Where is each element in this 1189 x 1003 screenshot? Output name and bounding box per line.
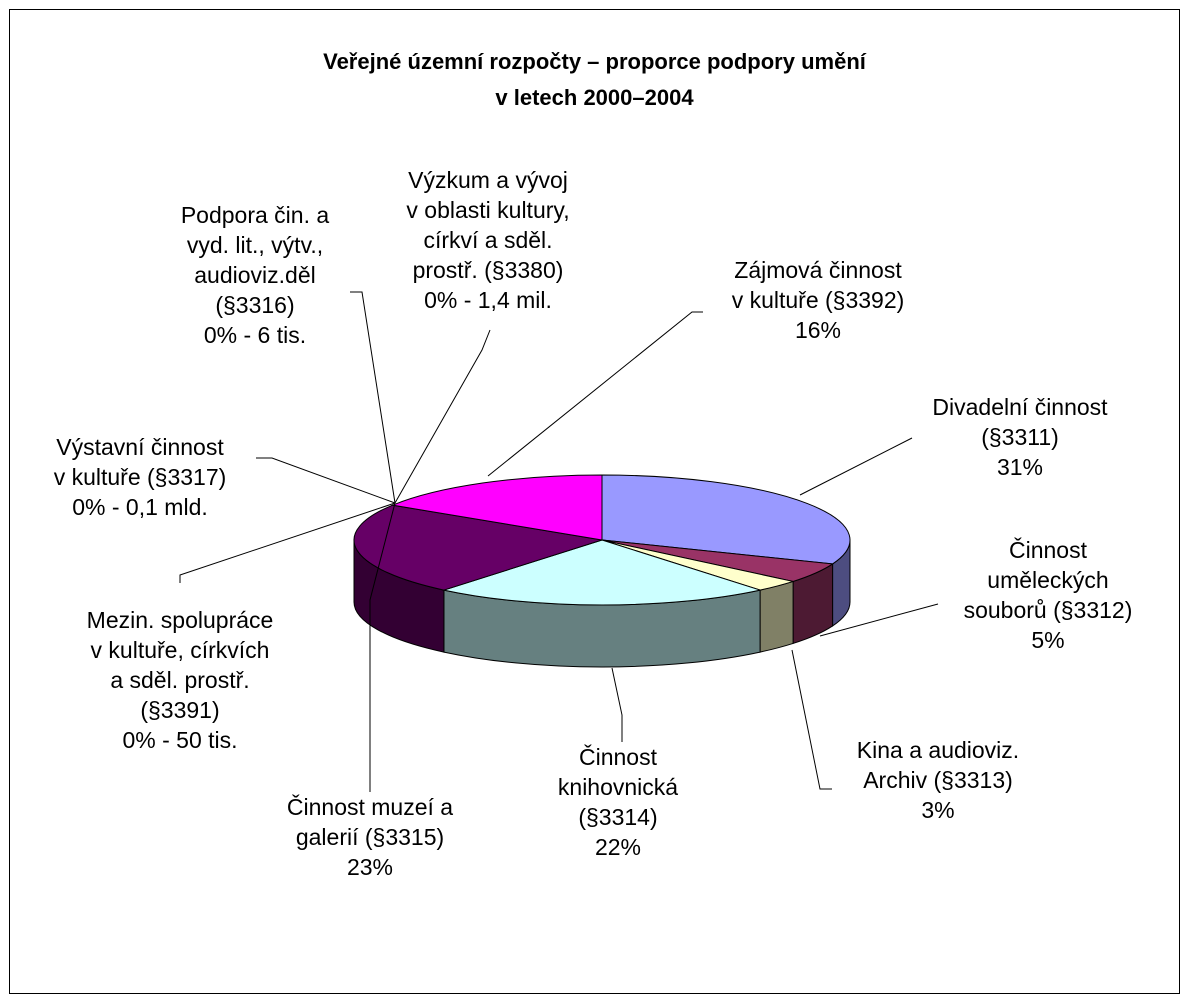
pie-slice xyxy=(353,504,603,591)
slice-label: Výzkum a vývoj v oblasti kultury, církví… xyxy=(328,165,648,315)
category-label: Výzkum a vývoj v oblasti kultury, církví… xyxy=(406,167,570,283)
leader-line xyxy=(350,291,396,504)
slice-label: Činnost knihovnická (§3314) 22% xyxy=(458,742,778,862)
slice-label: Činnost uměleckých souborů (§3312) 5% xyxy=(888,535,1189,655)
slice-label: Výstavní činnost v kultuře (§3317) 0% - 0… xyxy=(0,432,300,522)
leader-line xyxy=(819,603,939,637)
category-label: Divadelní činnost (§3311) xyxy=(932,394,1108,450)
leader-line xyxy=(799,437,913,496)
value-label: 31% xyxy=(996,454,1044,480)
value-label: 22% xyxy=(594,834,642,860)
leader-line xyxy=(256,457,396,504)
value-label: 0% - 0,1 mld. xyxy=(72,494,208,520)
category-label: Kina a audioviz. Archiv (§3313) xyxy=(856,737,1020,793)
chart-title: Veřejné územní rozpočty – proporce podpo… xyxy=(323,49,866,110)
slice-label: Podpora čin. a vyd. lit., výtv., audiovi… xyxy=(95,200,415,350)
category-label: Činnost uměleckých souborů (§3312) xyxy=(963,537,1133,623)
slice-label: Činnost muzeí a galerií (§3315) 23% xyxy=(210,792,530,882)
value-label: 3% xyxy=(921,797,955,823)
value-label: 16% xyxy=(794,317,842,343)
slice-label: Divadelní činnost (§3311) 31% xyxy=(860,392,1180,482)
value-label: 23% xyxy=(346,854,394,880)
category-label: Činnost knihovnická (§3314) xyxy=(557,744,679,830)
leader-line xyxy=(179,502,396,583)
slice-label: Zájmová činnost v kultuře (§3392) 16% xyxy=(658,255,978,345)
value-label: 0% - 1,4 mil. xyxy=(424,287,552,313)
leader-line xyxy=(487,311,703,477)
leader-line xyxy=(611,667,623,742)
category-label: Činnost muzeí a galerií (§3315) xyxy=(286,794,454,850)
category-label: Mezin. spolupráce v kultuře, církvích a … xyxy=(86,607,274,723)
slice-label: Kina a audioviz. Archiv (§3313) 3% xyxy=(778,735,1098,825)
pie-slice xyxy=(441,539,763,606)
leader-line xyxy=(394,329,491,504)
pie-slice xyxy=(601,474,851,565)
category-label: Zájmová činnost v kultuře (§3392) xyxy=(731,257,905,313)
value-label: 5% xyxy=(1031,627,1065,653)
pie-slice xyxy=(390,474,603,541)
value-label: 0% - 6 tis. xyxy=(203,322,307,348)
leader-line xyxy=(791,649,832,790)
category-label: Podpora čin. a vyd. lit., výtv., audiovi… xyxy=(180,202,330,318)
category-label: Výstavní činnost v kultuře (§3317) xyxy=(53,434,227,490)
pie-side xyxy=(759,580,794,653)
value-label: 0% - 50 tis. xyxy=(122,727,238,753)
leader-line xyxy=(369,502,396,792)
slice-label: Mezin. spolupráce v kultuře, církvích a … xyxy=(20,605,340,755)
